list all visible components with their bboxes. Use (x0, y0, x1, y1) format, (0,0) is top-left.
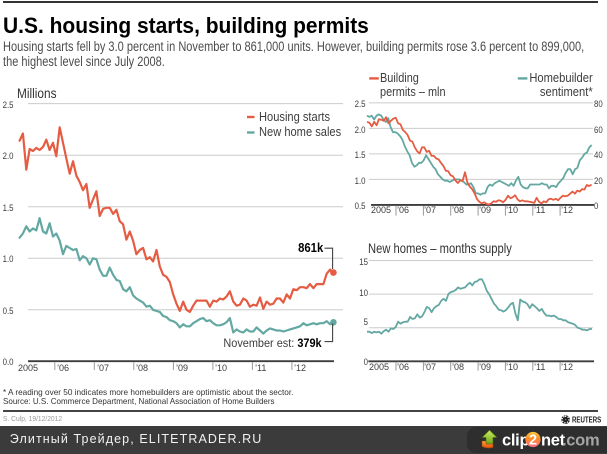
svg-text:.com: .com (562, 432, 599, 450)
svg-text:net: net (541, 432, 566, 450)
svg-text:2: 2 (529, 433, 537, 449)
svg-text:clip: clip (502, 432, 529, 450)
svg-text:REUTERS: REUTERS (572, 415, 601, 424)
